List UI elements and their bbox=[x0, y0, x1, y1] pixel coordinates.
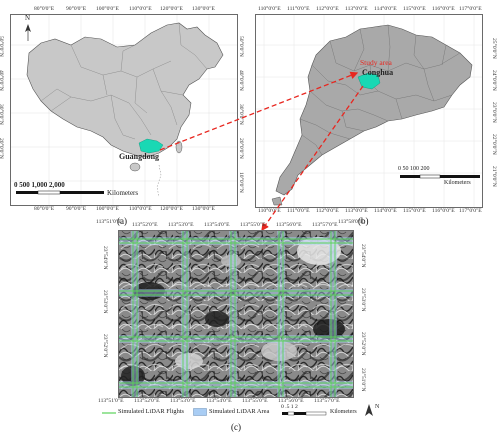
tick: 23°52'0"N bbox=[360, 332, 366, 356]
north-arrow-icon bbox=[25, 24, 31, 41]
tick: 23°52'0"N bbox=[102, 334, 108, 358]
scale-unit-c: Kilometers bbox=[330, 409, 357, 415]
guangdong-map-svg bbox=[256, 15, 482, 207]
tick: 112°0'0"E bbox=[316, 6, 339, 12]
china-outline bbox=[26, 22, 224, 158]
north-arrow-c-icon bbox=[365, 404, 373, 416]
tick: 113°0'0"E bbox=[345, 6, 368, 12]
taiwan-island bbox=[175, 140, 183, 154]
arrow-b-to-c bbox=[261, 85, 364, 232]
legend-area-swatch bbox=[193, 408, 207, 416]
tick: 100°0'0"E bbox=[96, 206, 119, 212]
tick: 23°51'0"N bbox=[360, 368, 366, 392]
tick: 90°0'0"E bbox=[66, 6, 87, 12]
tick: 113°57'0"E bbox=[312, 222, 338, 228]
tick: 113°57'0"E bbox=[314, 398, 340, 404]
tick: 110°0'0"E bbox=[129, 6, 152, 12]
tick: 114°0'0"E bbox=[374, 6, 397, 12]
north-label-a: N bbox=[25, 14, 31, 22]
caption-a: (a) bbox=[117, 216, 127, 226]
arrow-a-to-b bbox=[159, 71, 359, 151]
legend-flight-swatch bbox=[102, 412, 116, 414]
tick: 111°0'0"E bbox=[287, 208, 310, 214]
tick: 113°51'0"E bbox=[98, 398, 124, 404]
tick: 110°0'0"E bbox=[258, 6, 281, 12]
tick: 23°54'0"N bbox=[360, 244, 366, 268]
tick: 120°0'0"E bbox=[160, 6, 183, 12]
scale-bar-a bbox=[16, 190, 104, 195]
tick: 130°0'0"E bbox=[192, 206, 215, 212]
scale-numbers-b: 0 50 100 200 bbox=[398, 166, 430, 172]
tick: 115°0'0"E bbox=[403, 6, 426, 12]
conghua-label: Conghua bbox=[362, 68, 394, 77]
caption-c: (c) bbox=[231, 422, 241, 432]
tick: 110°0'0"E bbox=[129, 206, 152, 212]
tick: 117°0'0"E bbox=[459, 208, 482, 214]
tick: 80°0'0"E bbox=[34, 206, 55, 212]
tick: 90°0'0"E bbox=[66, 206, 87, 212]
scale-unit-b: Kilometers bbox=[444, 180, 471, 186]
tick: 112°0'0"E bbox=[316, 208, 339, 214]
tick: 113°56'0"E bbox=[276, 222, 302, 228]
china-map-svg bbox=[11, 15, 237, 205]
legend-flights-label: Simulated LiDAR Flights bbox=[118, 408, 185, 415]
lidar-area-strips bbox=[119, 231, 353, 397]
lidar-flight-lines bbox=[119, 231, 353, 397]
tick: 100°0'0"E bbox=[96, 6, 119, 12]
panel-c-lidar-map bbox=[118, 230, 354, 398]
tick: 117°0'0"E bbox=[459, 6, 482, 12]
north-label-c: N bbox=[375, 404, 380, 410]
tick: 113°56'0"E bbox=[278, 398, 304, 404]
tick: 23°54'0"N bbox=[102, 246, 108, 270]
scale-bar-c bbox=[282, 411, 327, 416]
tick: 111°0'0"E bbox=[287, 6, 310, 12]
tick: 114°0'0"E bbox=[374, 208, 397, 214]
tick: 116°0'0"E bbox=[432, 208, 455, 214]
tick: 115°0'0"E bbox=[403, 208, 426, 214]
tick: 113°58'0"E bbox=[338, 219, 364, 225]
tick: 120°0'0"E bbox=[160, 206, 183, 212]
tick: 113°55'0"E bbox=[240, 222, 266, 228]
scale-unit-a: Kilometers bbox=[107, 189, 139, 197]
study-area-label: Study area bbox=[360, 58, 392, 67]
tick: 113°54'0"E bbox=[204, 222, 230, 228]
panel-b-guangdong-map: Study area Conghua 0 50 100 200 Kilomete… bbox=[255, 14, 483, 208]
tick: 110°0'0"E bbox=[258, 208, 281, 214]
tick: 113°53'0"E bbox=[168, 222, 194, 228]
lidar-imagery-svg bbox=[119, 231, 353, 397]
scale-numbers-c: 0 .5 1 2 bbox=[281, 404, 298, 410]
tick: 113°0'0"E bbox=[345, 208, 368, 214]
panel-a-china-map: N Guangdong 0 500 1,000 2,000 Kilometers bbox=[10, 14, 238, 206]
tick: 113°55'0"E bbox=[242, 398, 268, 404]
tick: 113°51'0"E bbox=[96, 219, 122, 225]
tick: 113°52'0"E bbox=[132, 222, 158, 228]
tick: 80°0'0"E bbox=[34, 6, 55, 12]
scale-numbers-a: 0 500 1,000 2,000 bbox=[14, 181, 65, 189]
caption-b: (b) bbox=[358, 216, 369, 226]
guangdong-label: Guangdong bbox=[119, 152, 160, 161]
scale-bar-b bbox=[400, 174, 480, 179]
tick: 113°54'0"E bbox=[206, 398, 232, 404]
legend-area-label: Simulated LiDAR Area bbox=[209, 408, 270, 415]
tick: 23°53'0"N bbox=[360, 288, 366, 312]
tick: 23°53'0"N bbox=[102, 290, 108, 314]
hainan-island bbox=[129, 162, 141, 172]
guangdong-highlight bbox=[138, 138, 164, 154]
tick: 113°52'0"E bbox=[134, 398, 160, 404]
tick: 116°0'0"E bbox=[432, 6, 455, 12]
tick: 130°0'0"E bbox=[192, 6, 215, 12]
tick: 113°53'0"E bbox=[170, 398, 196, 404]
